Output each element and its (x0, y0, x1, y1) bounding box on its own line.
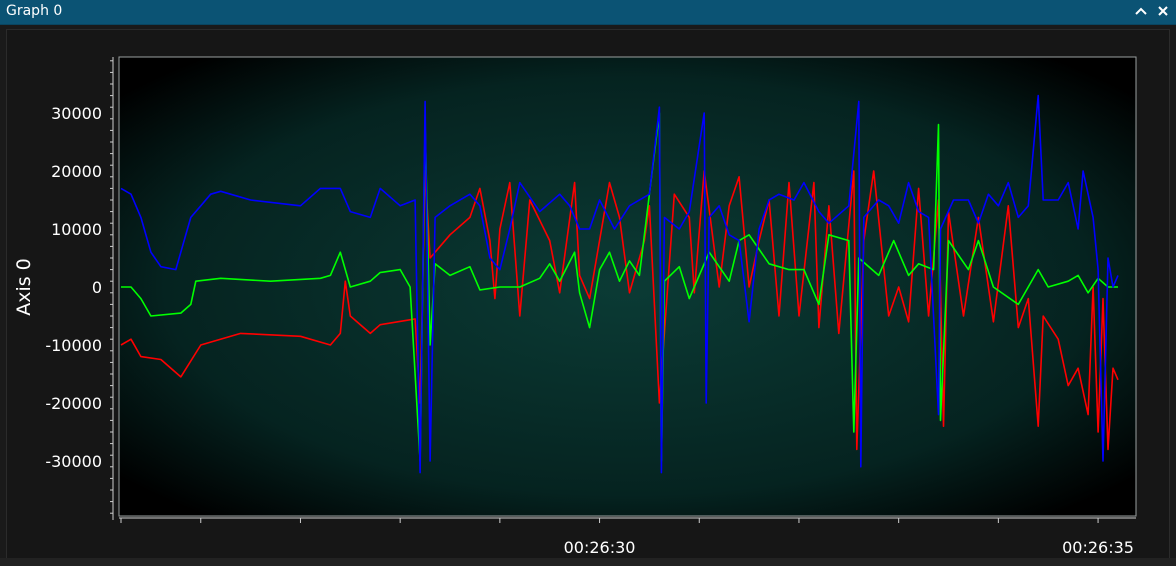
series-line-2 (120, 94, 1119, 474)
y-axis: 30000 20000 10000 0 -10000 -20000 -30000 (45, 57, 114, 520)
y-axis-label: Axis 0 (13, 258, 35, 316)
window-titlebar: Graph 0 (0, 0, 1176, 25)
window-title: Graph 0 (6, 3, 63, 19)
chevron-up-icon[interactable] (1132, 2, 1150, 20)
y-tick-label: 0 (92, 278, 102, 297)
y-tick-label: -30000 (45, 452, 102, 471)
x-axis: 00:26:30 00:26:35 (119, 517, 1136, 557)
series-group (120, 94, 1119, 474)
y-tick-label: 10000 (51, 220, 102, 239)
x-tick-label: 00:26:30 (564, 538, 636, 557)
series-line-0 (120, 170, 1119, 451)
y-tick-label: -10000 (45, 336, 102, 355)
x-tick-label: 00:26:35 (1062, 538, 1134, 557)
bottom-strip (0, 558, 1176, 566)
close-icon[interactable] (1154, 2, 1172, 20)
y-tick-label: -20000 (45, 394, 102, 413)
y-tick-label: 30000 (51, 104, 102, 123)
plot-background (118, 56, 1137, 517)
y-tick-label: 20000 (51, 162, 102, 181)
